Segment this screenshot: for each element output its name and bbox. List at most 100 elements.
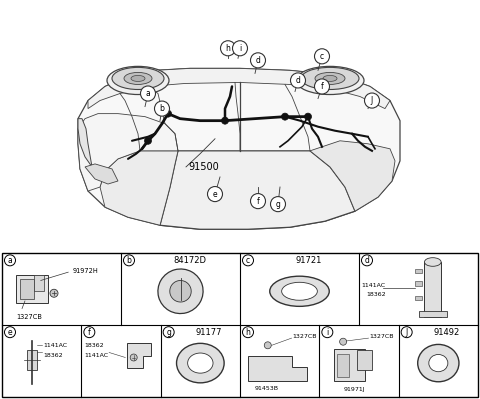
Bar — [415, 269, 422, 273]
Text: e: e — [8, 328, 12, 337]
Text: e: e — [213, 190, 217, 199]
Circle shape — [4, 327, 15, 338]
Circle shape — [220, 41, 236, 56]
Text: i: i — [239, 44, 241, 53]
Circle shape — [221, 117, 228, 124]
Ellipse shape — [301, 67, 359, 89]
Text: 91453B: 91453B — [254, 386, 278, 391]
Text: 91177: 91177 — [195, 328, 221, 337]
Circle shape — [314, 79, 329, 94]
Circle shape — [264, 342, 271, 349]
Text: f: f — [88, 328, 91, 337]
Bar — [20, 279, 34, 299]
Circle shape — [242, 255, 253, 266]
Text: 1327CB: 1327CB — [369, 334, 394, 339]
Text: 18362: 18362 — [43, 353, 63, 358]
Polygon shape — [78, 114, 178, 191]
Circle shape — [251, 53, 265, 68]
Polygon shape — [160, 151, 355, 229]
Circle shape — [232, 41, 248, 56]
Text: h: h — [246, 328, 251, 337]
Text: 91721: 91721 — [296, 256, 322, 265]
Ellipse shape — [177, 343, 224, 383]
Text: 91972H: 91972H — [73, 268, 99, 275]
Circle shape — [144, 137, 152, 144]
Bar — [424, 262, 441, 316]
Text: 1327CB: 1327CB — [16, 314, 42, 320]
Ellipse shape — [124, 72, 152, 85]
Ellipse shape — [418, 344, 459, 382]
Bar — [415, 296, 422, 300]
Polygon shape — [310, 141, 395, 211]
Text: g: g — [166, 328, 171, 337]
Circle shape — [165, 110, 171, 117]
Text: h: h — [226, 44, 230, 53]
Text: c: c — [320, 52, 324, 61]
Ellipse shape — [158, 269, 203, 314]
Circle shape — [130, 354, 137, 361]
Circle shape — [123, 255, 134, 266]
Bar — [419, 311, 447, 316]
Circle shape — [242, 327, 253, 338]
Ellipse shape — [131, 75, 145, 81]
Text: b: b — [159, 104, 165, 113]
Text: 91492: 91492 — [433, 328, 459, 337]
Text: 84172D: 84172D — [173, 256, 206, 265]
Polygon shape — [127, 343, 151, 368]
Text: a: a — [145, 89, 150, 98]
Circle shape — [4, 255, 15, 266]
Text: 1141AC: 1141AC — [361, 283, 385, 288]
Text: d: d — [255, 56, 261, 65]
Text: b: b — [127, 256, 132, 265]
Ellipse shape — [429, 354, 448, 372]
Ellipse shape — [107, 66, 169, 95]
Circle shape — [281, 113, 288, 120]
Circle shape — [290, 73, 305, 88]
Text: 91971J: 91971J — [343, 387, 365, 392]
Text: d: d — [365, 256, 370, 265]
Bar — [415, 281, 422, 286]
Text: 91500: 91500 — [188, 162, 219, 172]
Circle shape — [364, 93, 380, 108]
Ellipse shape — [270, 276, 329, 306]
Text: g: g — [276, 200, 280, 209]
Circle shape — [50, 289, 58, 297]
Bar — [16, 275, 48, 303]
Circle shape — [314, 49, 329, 64]
Text: 1141AC: 1141AC — [84, 353, 108, 358]
Circle shape — [163, 327, 174, 338]
Ellipse shape — [424, 258, 441, 266]
Text: J: J — [371, 96, 373, 105]
Bar — [358, 350, 372, 370]
Text: c: c — [246, 256, 250, 265]
Circle shape — [340, 338, 347, 345]
Text: i: i — [326, 328, 328, 337]
Circle shape — [271, 197, 286, 211]
Text: 1327CB: 1327CB — [292, 334, 317, 339]
Ellipse shape — [296, 66, 364, 95]
Polygon shape — [100, 151, 178, 225]
Ellipse shape — [323, 75, 337, 81]
Bar — [34, 275, 44, 291]
Bar — [337, 354, 348, 377]
Text: 18362: 18362 — [366, 292, 386, 297]
Text: a: a — [8, 256, 12, 265]
Text: 1141AC: 1141AC — [43, 343, 67, 348]
Circle shape — [401, 327, 412, 338]
Text: 18362: 18362 — [84, 343, 104, 348]
Polygon shape — [88, 68, 390, 109]
Circle shape — [322, 327, 333, 338]
Text: J: J — [406, 328, 408, 337]
Bar — [27, 350, 37, 370]
Polygon shape — [78, 119, 92, 167]
Polygon shape — [248, 356, 307, 381]
Ellipse shape — [170, 280, 191, 302]
Bar — [334, 349, 365, 381]
Text: d: d — [296, 76, 300, 85]
Polygon shape — [85, 164, 118, 184]
Ellipse shape — [315, 72, 345, 85]
Ellipse shape — [112, 67, 164, 89]
Text: f: f — [257, 197, 259, 205]
Circle shape — [361, 255, 372, 266]
Text: f: f — [321, 82, 324, 91]
